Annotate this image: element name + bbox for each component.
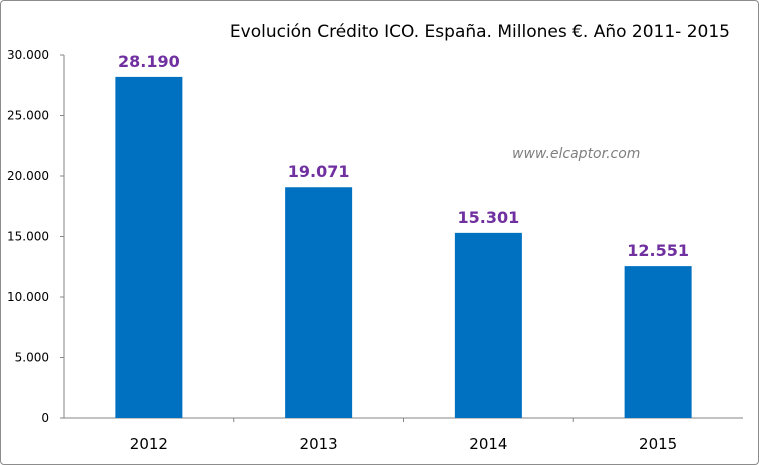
data-label: 15.301: [458, 208, 520, 227]
x-tick-label: 2014: [469, 435, 507, 453]
data-label: 12.551: [627, 241, 689, 260]
watermark: www.elcaptor.com: [512, 146, 641, 162]
y-tick-label: 30.000: [7, 48, 49, 62]
x-tick-label: 2015: [639, 435, 677, 453]
chart-title: Evolución Crédito ICO. España. Millones …: [229, 22, 730, 42]
bar-2014: [454, 232, 522, 418]
y-tick-label: 0: [41, 411, 49, 425]
bar-2012: [115, 76, 183, 418]
x-tick-label: 2012: [130, 435, 168, 453]
y-tick-label: 15.000: [7, 230, 49, 244]
y-tick-label: 20.000: [7, 169, 49, 183]
data-label: 28.190: [118, 52, 180, 71]
y-tick-label: 10.000: [7, 290, 49, 304]
bar-2015: [624, 266, 692, 418]
y-tick-label: 25.000: [7, 109, 49, 123]
data-label: 19.071: [288, 162, 350, 181]
y-tick-label: 5.000: [15, 351, 49, 365]
x-tick-label: 2013: [300, 435, 338, 453]
bar-2013: [285, 187, 353, 418]
